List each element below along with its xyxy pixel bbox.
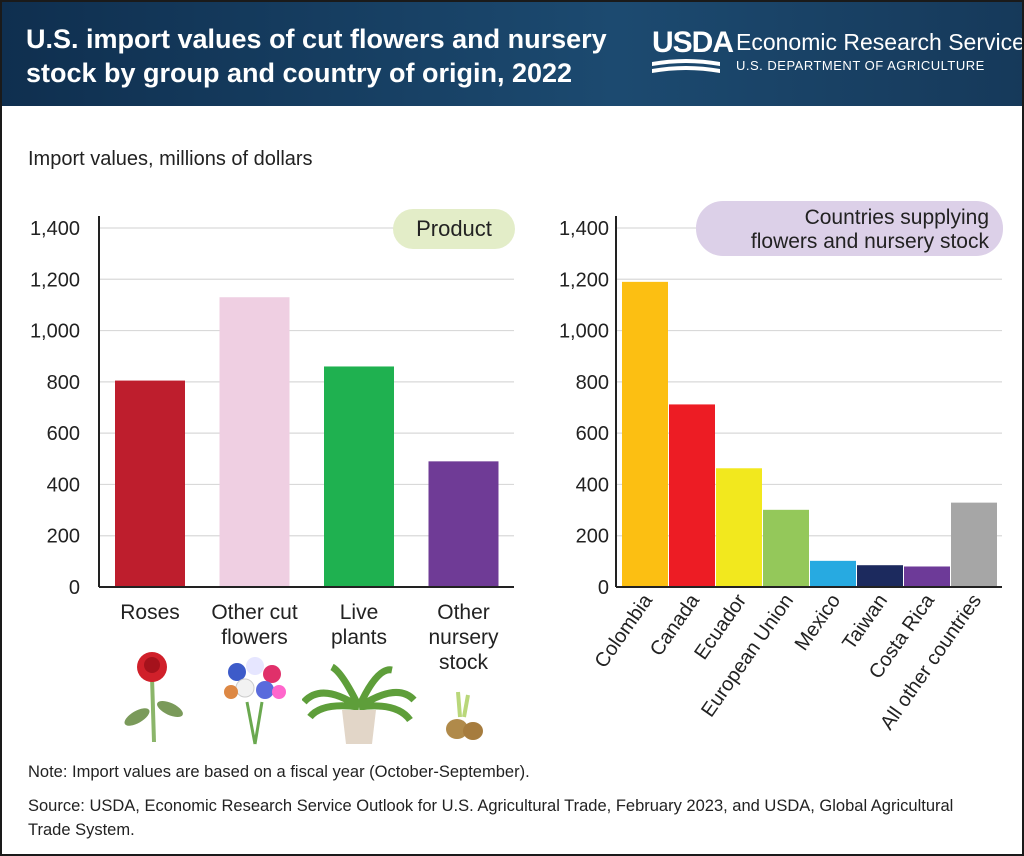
bar-live-plants [324, 366, 394, 587]
usda-logo-waves-icon [652, 59, 720, 73]
y-tick-label: 800 [47, 372, 80, 394]
y-tick-label: 0 [598, 577, 609, 599]
panel-title-badge [393, 209, 515, 249]
y-tick-label: 1,000 [30, 321, 80, 343]
bar-costa-rica [904, 566, 950, 587]
footnote: Note: Import values are based on a fisca… [28, 763, 530, 781]
x-tick-label: stock [439, 651, 489, 674]
panel-title: Product [416, 216, 492, 241]
x-tick-label: plants [331, 626, 387, 649]
y-tick-label: 800 [576, 372, 609, 394]
usda-logo: USDA [652, 26, 734, 59]
department-name: U.S. DEPARTMENT OF AGRICULTURE [736, 58, 985, 73]
y-tick-label: 1,200 [559, 269, 609, 291]
chart-title: U.S. import values of cut flowers and nu… [26, 24, 607, 88]
panel-title-badge [696, 201, 1003, 256]
bar-all-other-countries [951, 502, 997, 587]
x-tick-label: Roses [120, 601, 180, 624]
x-tick-label: Colombia [591, 590, 658, 673]
panel-title: flowers and nursery stock [751, 230, 990, 253]
bouquet-icon [224, 657, 286, 745]
y-tick-label: 1,200 [30, 269, 80, 291]
agency-name: Economic Research Service [736, 29, 1024, 55]
bar-european-union [763, 509, 809, 587]
y-tick-label: 1,400 [30, 218, 80, 240]
y-tick-label: 1,000 [559, 321, 609, 343]
y-axis-label: Import values, millions of dollars [28, 148, 313, 170]
bar-taiwan [857, 565, 903, 587]
panel-title: Countries supplying [805, 206, 989, 229]
bar-other-cut-flowers [219, 297, 290, 587]
bar-roses [115, 380, 185, 587]
y-tick-label: 400 [47, 474, 80, 496]
y-tick-label: 600 [576, 423, 609, 445]
x-tick-label: nursery [428, 626, 499, 649]
potted-plant-icon [302, 663, 417, 744]
y-tick-label: 600 [47, 423, 80, 445]
y-tick-label: 400 [576, 474, 609, 496]
bar-mexico [810, 560, 856, 587]
rose-icon [124, 652, 183, 743]
bar-canada [669, 404, 715, 587]
bar-ecuador [716, 468, 762, 587]
x-tick-label: flowers [221, 626, 288, 649]
bar-other-nursery-stock [428, 461, 499, 587]
bar-colombia [622, 281, 668, 587]
x-tick-label: Live [340, 601, 379, 624]
y-tick-label: 0 [69, 577, 80, 599]
x-tick-label: Mexico [791, 590, 845, 655]
x-tick-label: Other cut [211, 601, 298, 624]
bar-charts: 0 200 400 600 800 1,000 1,200 1,400 Roses Other c… [30, 201, 1003, 734]
header-banner: U.S. import values of cut flowers and nu… [2, 2, 1024, 106]
y-tick-label: 200 [47, 526, 80, 548]
y-tick-label: 1,400 [559, 218, 609, 240]
x-tick-label: Other [437, 601, 490, 624]
source-note: Source: USDA, Economic Research Service … [28, 797, 954, 839]
y-tick-label: 200 [576, 526, 609, 548]
bulb-icon [446, 691, 483, 740]
